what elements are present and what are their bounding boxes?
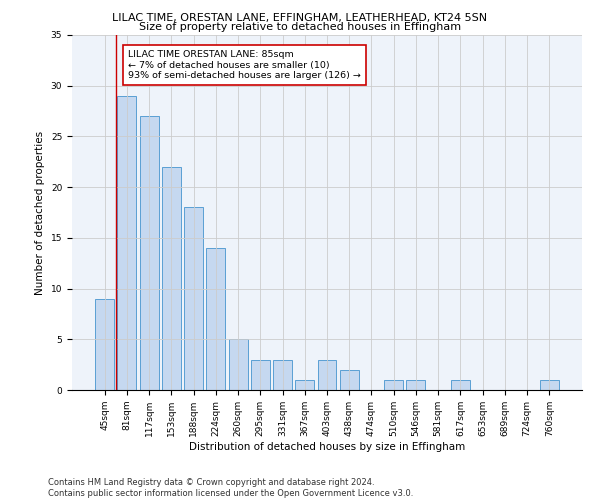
X-axis label: Distribution of detached houses by size in Effingham: Distribution of detached houses by size …	[189, 442, 465, 452]
Bar	[206, 248, 225, 390]
Bar	[162, 167, 181, 390]
Bar	[295, 380, 314, 390]
Text: LILAC TIME, ORESTAN LANE, EFFINGHAM, LEATHERHEAD, KT24 5SN: LILAC TIME, ORESTAN LANE, EFFINGHAM, LEA…	[112, 12, 488, 22]
Bar	[406, 380, 425, 390]
Bar	[95, 298, 114, 390]
Text: LILAC TIME ORESTAN LANE: 85sqm
← 7% of detached houses are smaller (10)
93% of s: LILAC TIME ORESTAN LANE: 85sqm ← 7% of d…	[128, 50, 361, 80]
Text: Size of property relative to detached houses in Effingham: Size of property relative to detached ho…	[139, 22, 461, 32]
Bar	[184, 208, 203, 390]
Text: Contains HM Land Registry data © Crown copyright and database right 2024.
Contai: Contains HM Land Registry data © Crown c…	[48, 478, 413, 498]
Bar	[229, 340, 248, 390]
Bar	[317, 360, 337, 390]
Bar	[251, 360, 270, 390]
Bar	[540, 380, 559, 390]
Bar	[451, 380, 470, 390]
Bar	[140, 116, 158, 390]
Bar	[118, 96, 136, 390]
Y-axis label: Number of detached properties: Number of detached properties	[35, 130, 45, 294]
Bar	[273, 360, 292, 390]
Bar	[384, 380, 403, 390]
Bar	[340, 370, 359, 390]
